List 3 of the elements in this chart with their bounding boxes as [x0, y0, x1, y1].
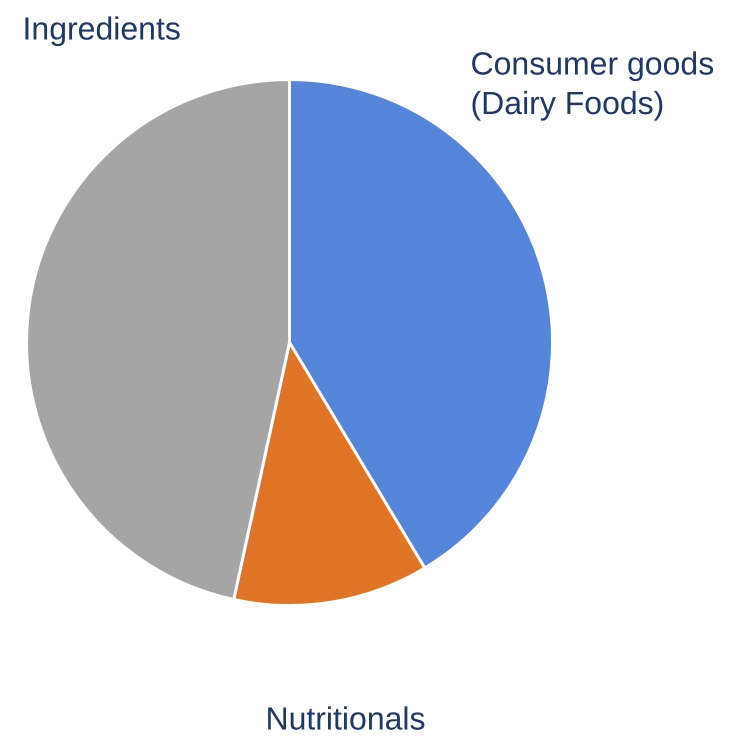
slice-label: Consumer goods (Dairy Foods) — [470, 46, 714, 122]
slice-label: Ingredients — [22, 10, 181, 46]
slice-label: Nutritionals — [265, 700, 426, 736]
